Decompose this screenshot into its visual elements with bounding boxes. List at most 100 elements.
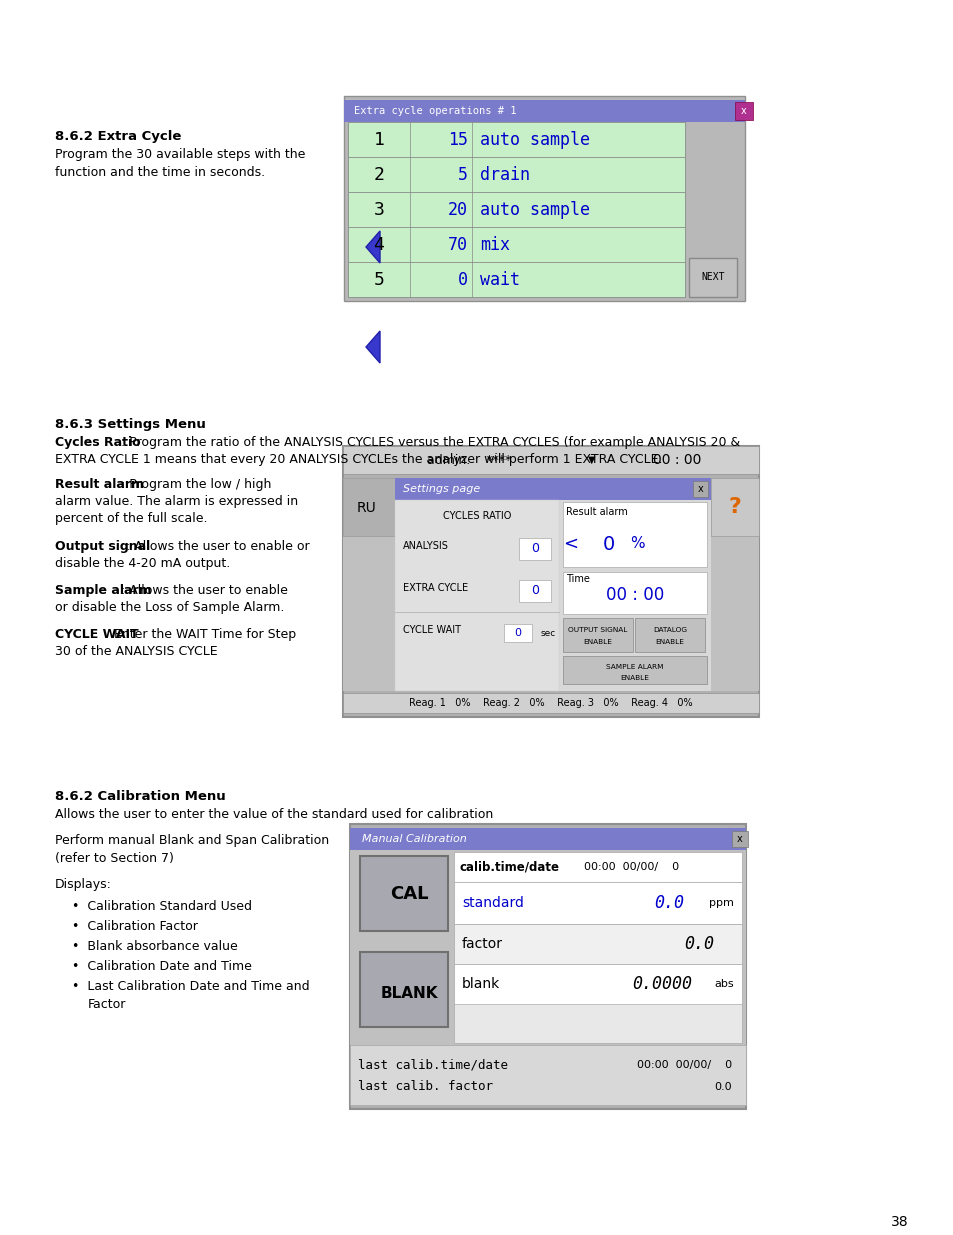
Bar bbox=[344, 100, 744, 122]
Text: admin.    ****: admin. **** bbox=[427, 453, 511, 467]
Bar bbox=[350, 850, 745, 1045]
Bar bbox=[688, 258, 737, 296]
Text: 8.6.2 Calibration Menu: 8.6.2 Calibration Menu bbox=[55, 790, 226, 803]
Text: last calib. factor: last calib. factor bbox=[357, 1081, 493, 1093]
Text: SAMPLE ALARM: SAMPLE ALARM bbox=[605, 664, 663, 671]
Text: •  Last Calibration Date and Time and: • Last Calibration Date and Time and bbox=[71, 981, 310, 993]
Bar bbox=[348, 122, 684, 157]
Text: 70: 70 bbox=[448, 236, 468, 254]
Bar bbox=[348, 262, 684, 296]
Text: EXTRA CYCLE 1 means that every 20 ANALYSIS CYCLEs the analyzer will perform 1 EX: EXTRA CYCLE 1 means that every 20 ANALYS… bbox=[55, 453, 661, 466]
Text: x: x bbox=[740, 106, 746, 116]
Text: 4: 4 bbox=[374, 236, 384, 254]
Bar bbox=[343, 446, 759, 474]
Text: •  Blank absorbance value: • Blank absorbance value bbox=[71, 940, 237, 953]
Bar bbox=[343, 446, 759, 718]
Text: 00:00  00/00/    0: 00:00 00/00/ 0 bbox=[637, 1060, 731, 1070]
Text: NEXT: NEXT bbox=[700, 272, 724, 282]
Polygon shape bbox=[366, 331, 379, 363]
Bar bbox=[562, 501, 706, 567]
Bar bbox=[348, 122, 684, 296]
Text: percent of the full scale.: percent of the full scale. bbox=[55, 513, 208, 525]
Bar bbox=[562, 618, 633, 652]
Text: 38: 38 bbox=[890, 1215, 908, 1229]
Text: OUTPUT SIGNAL: OUTPUT SIGNAL bbox=[568, 627, 627, 634]
Text: last calib.time/date: last calib.time/date bbox=[357, 1058, 507, 1072]
Bar bbox=[731, 831, 747, 847]
Text: Sample alarm: Sample alarm bbox=[55, 584, 152, 597]
Text: •  Calibration Date and Time: • Calibration Date and Time bbox=[71, 960, 252, 973]
Text: 0.0: 0.0 bbox=[654, 894, 683, 911]
Text: 8.6.3 Settings Menu: 8.6.3 Settings Menu bbox=[55, 417, 206, 431]
Text: 1: 1 bbox=[374, 131, 384, 149]
Bar bbox=[350, 824, 745, 1109]
Text: Settings page: Settings page bbox=[402, 484, 479, 494]
Text: x: x bbox=[737, 834, 742, 844]
Text: drain: drain bbox=[479, 165, 530, 184]
Text: 5: 5 bbox=[457, 165, 468, 184]
Bar bbox=[348, 227, 684, 262]
Text: 0: 0 bbox=[531, 542, 538, 556]
Text: Reag. 1   0%    Reag. 2   0%    Reag. 3   0%    Reag. 4   0%: Reag. 1 0% Reag. 2 0% Reag. 3 0% Reag. 4… bbox=[409, 698, 692, 708]
Text: calib.time/date: calib.time/date bbox=[459, 861, 559, 873]
Bar bbox=[343, 478, 759, 692]
Bar bbox=[395, 478, 710, 500]
Text: mix: mix bbox=[479, 236, 510, 254]
Text: 20: 20 bbox=[448, 201, 468, 219]
Text: Allows the user to enter the value of the standard used for calibration: Allows the user to enter the value of th… bbox=[55, 808, 493, 821]
Bar bbox=[454, 924, 741, 965]
Text: sec: sec bbox=[540, 629, 556, 637]
Text: Program the 30 available steps with the: Program the 30 available steps with the bbox=[55, 148, 305, 161]
Text: CYCLE WAIT: CYCLE WAIT bbox=[55, 629, 138, 641]
Bar bbox=[503, 624, 532, 642]
Bar bbox=[518, 538, 551, 559]
Bar bbox=[343, 478, 395, 536]
Text: 0: 0 bbox=[531, 584, 538, 598]
Text: Time: Time bbox=[565, 574, 589, 584]
Text: 0: 0 bbox=[457, 270, 468, 289]
Text: wait: wait bbox=[479, 270, 519, 289]
Bar bbox=[344, 96, 744, 301]
Text: 00 : 00: 00 : 00 bbox=[652, 453, 700, 467]
Text: x: x bbox=[698, 484, 703, 494]
Text: •  Calibration Factor: • Calibration Factor bbox=[71, 920, 197, 932]
Text: 0.0000: 0.0000 bbox=[631, 974, 691, 993]
Text: ppm: ppm bbox=[708, 898, 733, 908]
Text: CYCLE WAIT: CYCLE WAIT bbox=[402, 625, 460, 635]
Bar bbox=[710, 478, 759, 536]
Text: Result alarm: Result alarm bbox=[55, 478, 144, 492]
Text: : Allows the user to enable or: : Allows the user to enable or bbox=[127, 540, 310, 553]
Text: 8.6.2 Extra Cycle: 8.6.2 Extra Cycle bbox=[55, 130, 181, 143]
Text: ENABLE: ENABLE bbox=[583, 638, 612, 645]
Text: CAL: CAL bbox=[390, 885, 428, 903]
Bar bbox=[350, 1045, 745, 1105]
Text: : Program the ratio of the ANALYSIS CYCLES versus the EXTRA CYCLES (for example : : Program the ratio of the ANALYSIS CYCL… bbox=[121, 436, 740, 450]
Text: Output signal: Output signal bbox=[55, 540, 150, 553]
Text: <: < bbox=[563, 535, 578, 553]
Text: Enter the WAIT Time for Step: Enter the WAIT Time for Step bbox=[111, 629, 296, 641]
Text: auto sample: auto sample bbox=[479, 131, 589, 149]
Text: 00:00  00/00/    0: 00:00 00/00/ 0 bbox=[583, 862, 679, 872]
Bar bbox=[635, 618, 704, 652]
Text: DATALOG: DATALOG bbox=[652, 627, 686, 634]
Bar bbox=[454, 852, 741, 882]
Text: 0.0: 0.0 bbox=[714, 1082, 731, 1092]
Text: (refer to Section 7): (refer to Section 7) bbox=[55, 852, 173, 864]
Bar bbox=[562, 572, 706, 614]
Bar bbox=[734, 103, 752, 120]
Text: function and the time in seconds.: function and the time in seconds. bbox=[55, 165, 265, 179]
Bar bbox=[343, 693, 759, 713]
Text: 0: 0 bbox=[514, 629, 521, 638]
Text: 00 : 00: 00 : 00 bbox=[605, 585, 663, 604]
Text: Result alarm: Result alarm bbox=[565, 508, 627, 517]
Text: CYCLES RATIO: CYCLES RATIO bbox=[442, 511, 511, 521]
Text: BLANK: BLANK bbox=[380, 987, 437, 1002]
Text: ▼: ▼ bbox=[588, 454, 595, 466]
Text: 3: 3 bbox=[374, 201, 384, 219]
Text: Manual Calibration: Manual Calibration bbox=[361, 834, 466, 844]
Text: Factor: Factor bbox=[88, 998, 126, 1011]
Text: 0: 0 bbox=[602, 535, 615, 553]
Bar bbox=[562, 656, 706, 684]
Text: %: % bbox=[629, 536, 643, 552]
Text: ENABLE: ENABLE bbox=[619, 676, 649, 680]
